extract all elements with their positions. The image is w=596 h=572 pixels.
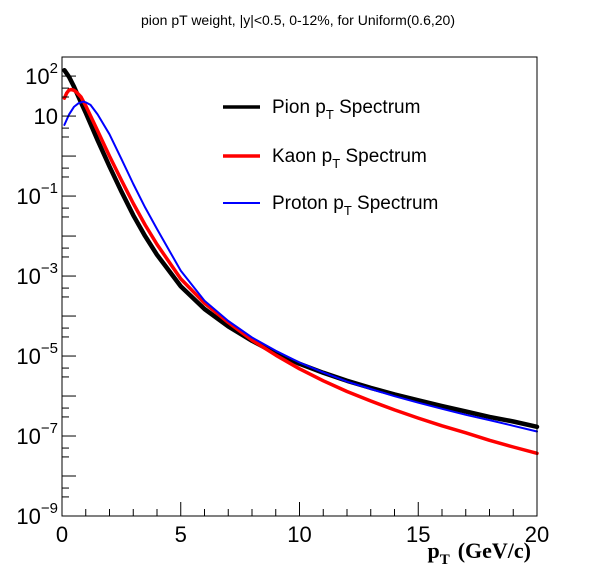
x-tick-label: 20 (525, 522, 549, 547)
x-tick-label: 10 (287, 522, 311, 547)
series-line-1 (62, 87, 539, 456)
y-tick-label: 10−9 (16, 500, 58, 529)
y-tick-label: 10−7 (16, 420, 58, 449)
chart-title: pion pT weight, |y|<0.5, 0-12%, for Unif… (141, 12, 455, 28)
series-line-2 (63, 100, 538, 433)
x-axis-label-main: p (427, 538, 439, 563)
x-axis-label-subscript: T (440, 552, 450, 568)
x-axis: 0 5 10 15 20 (56, 502, 549, 547)
x-tick-label: 0 (56, 522, 68, 547)
plot-frame (61, 56, 538, 517)
legend-label-1: Kaon pT Spectrum (272, 146, 427, 171)
x-axis-label: pT (GeV/c) (427, 538, 531, 568)
y-tick-label: 10 (34, 104, 58, 129)
x-tick-label: 5 (175, 522, 187, 547)
legend-label-2: Proton pT Spectrum (272, 193, 438, 218)
x-tick-label: 15 (406, 522, 430, 547)
y-tick-label: 10−1 (16, 180, 58, 209)
y-tick-label: 10−3 (16, 260, 58, 289)
x-axis-label-unit: (GeV/c) (458, 538, 531, 563)
y-tick-label: 10−5 (16, 340, 58, 369)
legend-label-0: Pion pT Spectrum (272, 97, 420, 122)
series-layer (62, 67, 540, 456)
y-axis: 102 10 10−1 10−3 10−5 10−7 10−9 (16, 60, 76, 529)
legend: Pion pT Spectrum Kaon pT Spectrum Proton p… (223, 97, 438, 218)
series-line-0 (62, 67, 540, 430)
y-tick-label: 102 (25, 60, 58, 89)
